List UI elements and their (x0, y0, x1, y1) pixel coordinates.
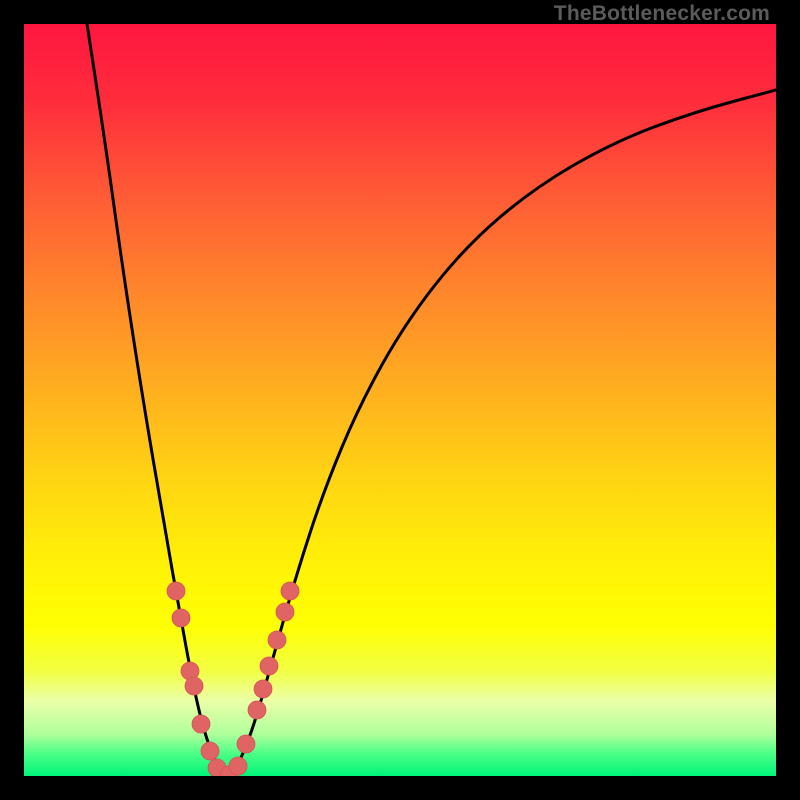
plot-area (24, 24, 776, 776)
data-marker (268, 631, 286, 649)
chart-frame: TheBottlenecker.com (0, 0, 800, 800)
watermark-text: TheBottlenecker.com (554, 2, 770, 26)
data-marker (237, 735, 255, 753)
frame-border-left (0, 0, 24, 800)
frame-border-right (776, 0, 800, 800)
data-marker (201, 742, 219, 760)
data-marker (260, 657, 278, 675)
marker-group (167, 582, 299, 776)
data-marker (276, 603, 294, 621)
frame-border-bottom (0, 776, 800, 800)
data-marker (254, 680, 272, 698)
data-marker (172, 609, 190, 627)
curve-layer (24, 24, 776, 776)
data-marker (248, 701, 266, 719)
data-marker (229, 757, 247, 775)
data-marker (167, 582, 185, 600)
data-marker (281, 582, 299, 600)
data-marker (185, 677, 203, 695)
data-marker (192, 715, 210, 733)
bottleneck-curve (87, 24, 776, 774)
